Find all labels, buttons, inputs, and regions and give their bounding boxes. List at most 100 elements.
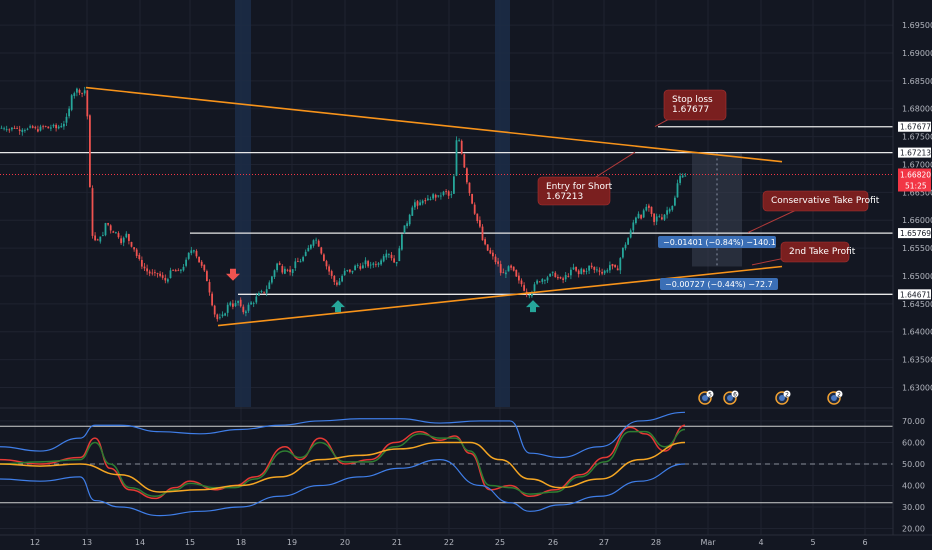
candle xyxy=(632,222,635,231)
candle xyxy=(193,250,195,252)
candle xyxy=(187,252,190,259)
candle xyxy=(458,140,460,141)
candle xyxy=(317,240,320,247)
candle xyxy=(546,277,549,281)
candle xyxy=(416,201,419,206)
indicator-tick-label: 40.00 xyxy=(902,481,925,490)
candle xyxy=(263,291,265,293)
candle xyxy=(453,176,455,194)
candle xyxy=(432,194,434,199)
candle xyxy=(593,267,596,270)
candle xyxy=(148,271,151,274)
indicator-tick-label: 50.00 xyxy=(902,460,925,469)
candle xyxy=(502,272,505,274)
candle xyxy=(640,214,642,219)
candle xyxy=(421,200,424,204)
trendline[interactable] xyxy=(85,86,783,163)
measure-label[interactable] xyxy=(658,236,776,248)
candle xyxy=(169,270,172,279)
candle xyxy=(679,176,681,183)
candle xyxy=(380,260,382,265)
candle xyxy=(89,115,91,188)
candle xyxy=(562,278,564,280)
candle xyxy=(47,126,50,129)
candle xyxy=(250,302,252,305)
candle xyxy=(601,271,603,274)
candle xyxy=(388,254,390,255)
candle xyxy=(21,129,24,132)
candle xyxy=(450,194,453,196)
price-tick-label: 1.63500 xyxy=(902,356,932,365)
candle xyxy=(393,258,395,263)
time-tick-label: 19 xyxy=(287,538,297,547)
candle xyxy=(463,154,466,168)
callout-box[interactable] xyxy=(537,176,611,206)
callout-text: Stop loss xyxy=(672,95,713,105)
candle xyxy=(325,261,328,267)
candle xyxy=(328,266,330,272)
indicator-line xyxy=(0,428,686,498)
candle xyxy=(577,270,580,275)
candle xyxy=(219,317,221,319)
measure-label[interactable] xyxy=(660,278,778,290)
candle xyxy=(234,303,237,307)
candle xyxy=(642,210,645,218)
event-icon-center xyxy=(727,395,733,401)
candle xyxy=(471,193,473,204)
candle xyxy=(385,253,388,258)
candle xyxy=(211,293,213,306)
event-icon-center xyxy=(702,395,708,401)
candle xyxy=(518,275,520,281)
candle xyxy=(174,270,177,272)
candle xyxy=(50,127,52,129)
measure-labels[interactable]: −0.01401 (−0.84%) −140.1 −0.00727 (−0.44%… xyxy=(658,236,778,290)
candle xyxy=(648,205,650,208)
candle xyxy=(460,140,463,154)
candle xyxy=(377,263,380,265)
trendline[interactable] xyxy=(217,265,783,327)
level-tag-text: 1.67677 xyxy=(900,123,931,132)
trendlines[interactable] xyxy=(85,86,783,327)
current-price-tag xyxy=(898,168,931,192)
candle xyxy=(676,183,679,198)
indicator-line xyxy=(0,459,686,517)
candle xyxy=(39,126,42,131)
candle xyxy=(473,204,476,214)
price-tick-label: 1.67500 xyxy=(902,133,932,142)
candle xyxy=(289,269,291,273)
callout-box[interactable] xyxy=(762,190,869,212)
candle xyxy=(146,268,148,272)
arrow-down-icon xyxy=(226,268,240,281)
candle xyxy=(346,270,349,271)
level-tag-text: 1.64671 xyxy=(900,290,931,299)
candle xyxy=(583,269,585,273)
candle xyxy=(356,265,359,266)
time-tick-label: 15 xyxy=(185,538,195,547)
candle xyxy=(575,266,577,271)
price-tick-label: 1.64500 xyxy=(902,300,932,309)
candle xyxy=(424,200,427,202)
callout-box[interactable] xyxy=(780,241,850,263)
candle xyxy=(11,127,13,130)
indicator-pane xyxy=(0,407,932,517)
price-tick-label: 1.68000 xyxy=(902,105,932,114)
candle xyxy=(554,272,557,278)
callout-box[interactable] xyxy=(663,89,727,121)
candle xyxy=(34,127,37,129)
candle xyxy=(666,210,668,215)
candle xyxy=(156,273,159,274)
callout-text: 1.67213 xyxy=(546,192,583,202)
price-tick-label: 1.65500 xyxy=(902,244,932,253)
candle xyxy=(94,235,96,241)
candle xyxy=(510,265,512,268)
candle xyxy=(629,230,632,238)
candle xyxy=(128,234,130,241)
event-badges[interactable]: 5 6 2 2 xyxy=(698,390,843,405)
candle xyxy=(42,126,44,128)
candle xyxy=(549,274,551,277)
candle xyxy=(13,128,16,129)
level-tag xyxy=(898,289,931,300)
